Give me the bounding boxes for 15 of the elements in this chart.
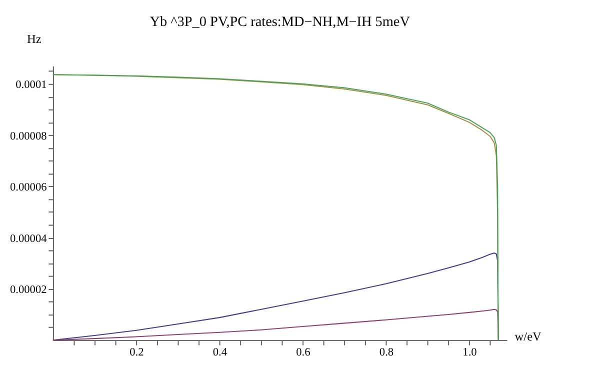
line-series bbox=[52, 74, 499, 341]
y-tick-label: 0.00006 bbox=[10, 182, 48, 194]
x-tick-label: 0.4 bbox=[212, 346, 228, 359]
x-tick-label: 0.8 bbox=[379, 346, 394, 359]
x-tick-label: 0.2 bbox=[130, 346, 144, 359]
x-tick-label: 0.6 bbox=[296, 346, 311, 359]
y-tick-label: 0.0001 bbox=[16, 79, 47, 92]
x-tick-label: 1.0 bbox=[462, 346, 478, 359]
y-tick-label: 0.00008 bbox=[10, 130, 48, 142]
x-axis-title: w/eV bbox=[514, 330, 542, 344]
y-tick-label: 0.00004 bbox=[10, 232, 48, 245]
chart-title: Yb ^3P_0 PV,PC rates:MD−NH,M−IH 5meV bbox=[150, 14, 411, 30]
y-tick-label: 0.00002 bbox=[10, 284, 48, 296]
y-axis-title: Hz bbox=[26, 32, 42, 46]
line-series bbox=[52, 308, 499, 341]
